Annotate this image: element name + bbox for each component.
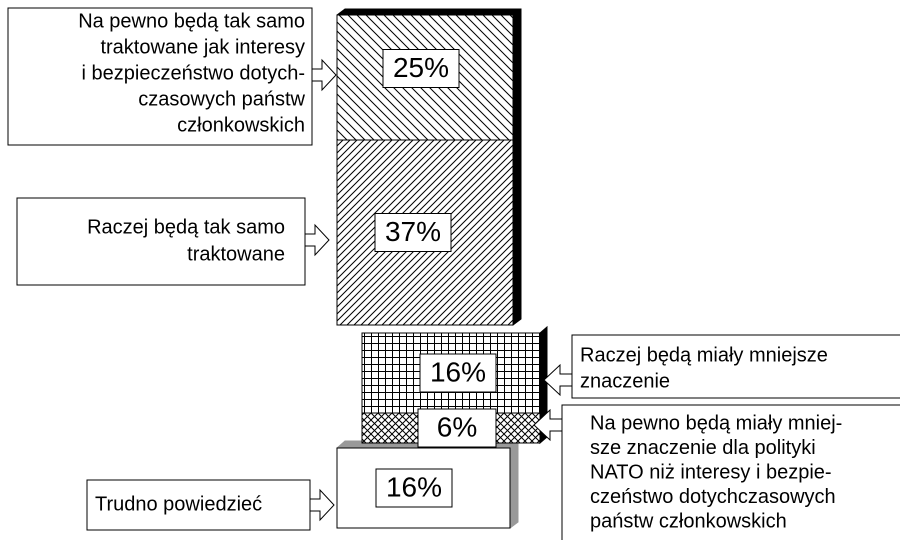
value-label-box [382, 49, 460, 88]
category-box [7, 7, 313, 146]
category-label: czasowych państw [138, 88, 305, 110]
category-box [561, 404, 900, 540]
category-label: Raczej będą tak samo [87, 216, 285, 238]
value-label: 16% [430, 356, 486, 387]
value-label: 25% [393, 52, 449, 83]
category-label: Na pewno będą miały mniej- [590, 412, 842, 434]
category-box [86, 479, 311, 531]
category-label: czeństwo dotychczasowych [590, 486, 836, 508]
category-label: traktowane [187, 243, 285, 265]
category-label: i bezpieczeństwo dotych- [82, 62, 305, 84]
arrow [533, 408, 563, 442]
arrow [311, 58, 337, 92]
category-label: Na pewno będą tak samo [78, 10, 305, 32]
value-label-box [374, 213, 452, 252]
value-label-box [375, 468, 453, 508]
category-label: traktowane jak interesy [100, 36, 305, 58]
arrow [304, 223, 330, 257]
value-label-box [417, 408, 497, 448]
value-label: 16% [386, 471, 442, 502]
category-label: Trudno powiedzieć [95, 493, 262, 515]
category-label: państw członkowskich [590, 510, 787, 532]
category-label: znaczenie [580, 370, 670, 392]
arrow [543, 363, 573, 397]
category-box [571, 334, 900, 399]
arrow [309, 488, 335, 522]
value-label-box [419, 353, 497, 393]
category-label: członkowskich [177, 114, 305, 136]
category-label: Raczej będą miały mniejsze [580, 344, 828, 366]
value-label: 6% [437, 411, 477, 442]
category-label: sze znaczenie dla polityki [590, 437, 816, 459]
category-label: NATO niż interesy i bezpie- [590, 461, 832, 483]
value-label: 37% [385, 216, 441, 247]
category-box [16, 197, 306, 286]
